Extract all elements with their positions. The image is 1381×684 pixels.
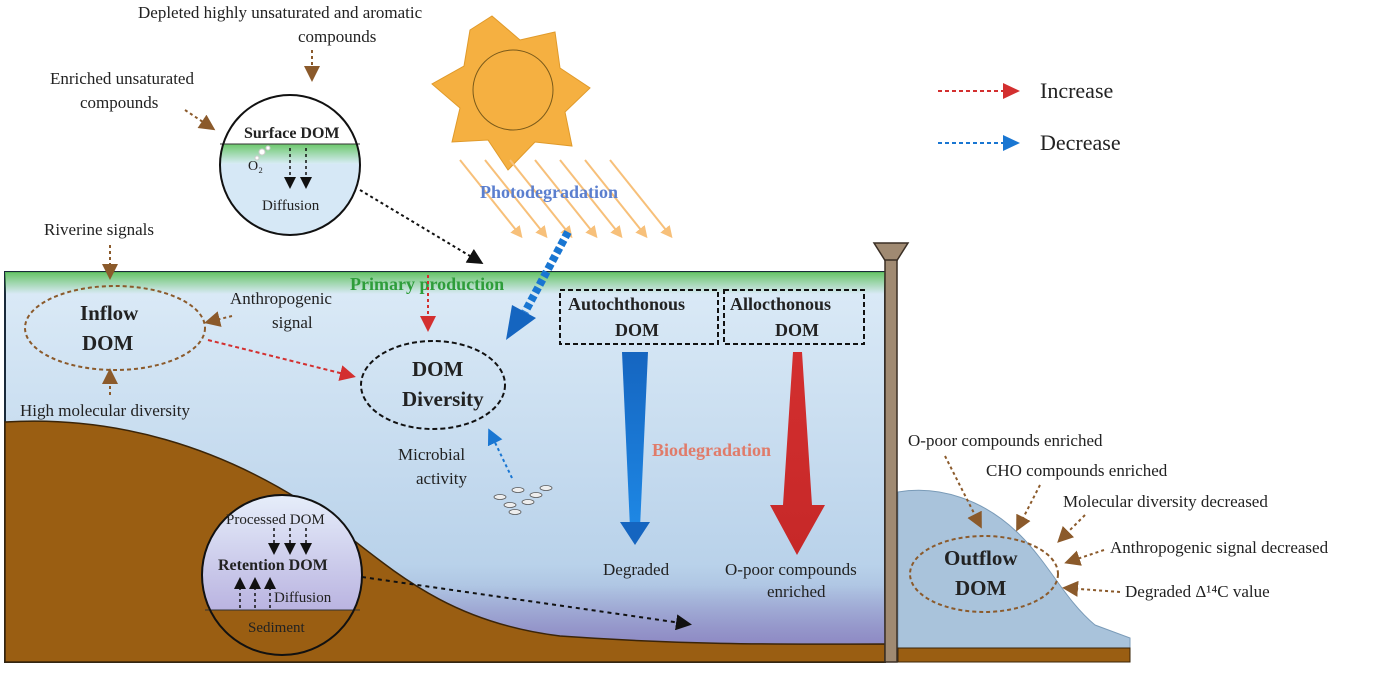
sediment-label: Sediment: [248, 620, 305, 636]
microbial-label-line1: Microbial: [398, 445, 465, 464]
sun-icon: [431, 15, 591, 171]
outflow-arrows: [944, 455, 1121, 597]
anthropogenic-arrow: [204, 311, 233, 327]
dom-diversity-line1: DOM: [412, 357, 464, 381]
allochthonous-line1: Allocthonous: [730, 294, 831, 314]
sun-rays: [459, 159, 673, 239]
dam-post: [872, 242, 910, 663]
outflow-item-1: O-poor compounds enriched: [908, 431, 1103, 450]
legend-decrease-label: Decrease: [1040, 130, 1121, 155]
depleted-label-line1: Depleted highly unsaturated and aromatic: [138, 3, 423, 22]
degraded-label: Degraded: [603, 560, 670, 579]
outflow-item-5: Degraded Δ¹⁴C value: [1125, 582, 1270, 601]
retention-to-bottom-arrow: [361, 576, 692, 631]
surface-dom-inset: [219, 94, 361, 236]
anthropogenic-label-line1: Anthropogenic: [230, 289, 332, 308]
anthropogenic-label-line2: signal: [272, 313, 313, 332]
biodegradation-label: Biodegradation: [652, 440, 771, 460]
retention-diffusion-label: Diffusion: [274, 590, 332, 606]
riverine-signals-label: Riverine signals: [44, 220, 154, 239]
surface-diffusion-label: Diffusion: [262, 198, 320, 214]
autochthonous-degradation-wedge: [622, 352, 648, 528]
autochthonous-line2: DOM: [615, 320, 659, 340]
photodegradation-label: Photodegradation: [480, 182, 618, 202]
outflow-ground: [897, 647, 1131, 663]
retention-dom-title: Retention DOM: [218, 557, 328, 574]
surface-dom-title: Surface DOM: [244, 125, 340, 142]
depleted-label-line2: compounds: [298, 27, 376, 46]
legend-increase-label: Increase: [1040, 78, 1113, 103]
surface-o2-label: O₂: [248, 159, 263, 174]
autochthonous-box: [559, 289, 719, 345]
legend: Increase Decrease: [938, 78, 1121, 155]
outflow-item-2: CHO compounds enriched: [986, 461, 1168, 480]
enriched-label-line1: Enriched unsaturated: [50, 69, 194, 88]
enriched-label-line2: compounds: [80, 93, 158, 112]
inflow-to-diversity-arrow: [207, 339, 356, 381]
dom-diversity-line2: Diversity: [402, 387, 484, 411]
inflow-dom-title-line2: DOM: [82, 331, 134, 355]
outflow-dom-ellipse: [909, 535, 1059, 613]
microbial-label-line2: activity: [416, 469, 467, 488]
opoor-enriched-label-line1: O-poor compounds: [725, 560, 857, 579]
allochthonous-box: [723, 289, 865, 345]
microbe-icons: [493, 485, 553, 515]
autochthonous-line1: Autochthonous: [568, 294, 685, 314]
inflow-dom-title-line1: Inflow: [80, 301, 139, 325]
outflow-item-4: Anthropogenic signal decreased: [1110, 538, 1329, 557]
outflow-dom-title-line1: Outflow: [944, 546, 1018, 570]
dom-diversity-ellipse: [360, 340, 506, 430]
high-diversity-label: High molecular diversity: [20, 401, 190, 420]
outflow-dom-title-line2: DOM: [955, 576, 1007, 600]
outflow-stream: [897, 489, 1131, 651]
outflow-item-3: Molecular diversity decreased: [1063, 492, 1268, 511]
surface-to-water-arrow: [359, 189, 484, 265]
allochthonous-wedge: [770, 352, 825, 555]
allochthonous-line2: DOM: [775, 320, 819, 340]
processed-dom-label: Processed DOM: [226, 512, 325, 528]
opoor-enriched-label-line2: enriched: [767, 582, 826, 601]
microbial-arrow: [487, 428, 513, 479]
enriched-arrow: [184, 109, 216, 131]
photodegradation-arrow: [506, 230, 572, 340]
